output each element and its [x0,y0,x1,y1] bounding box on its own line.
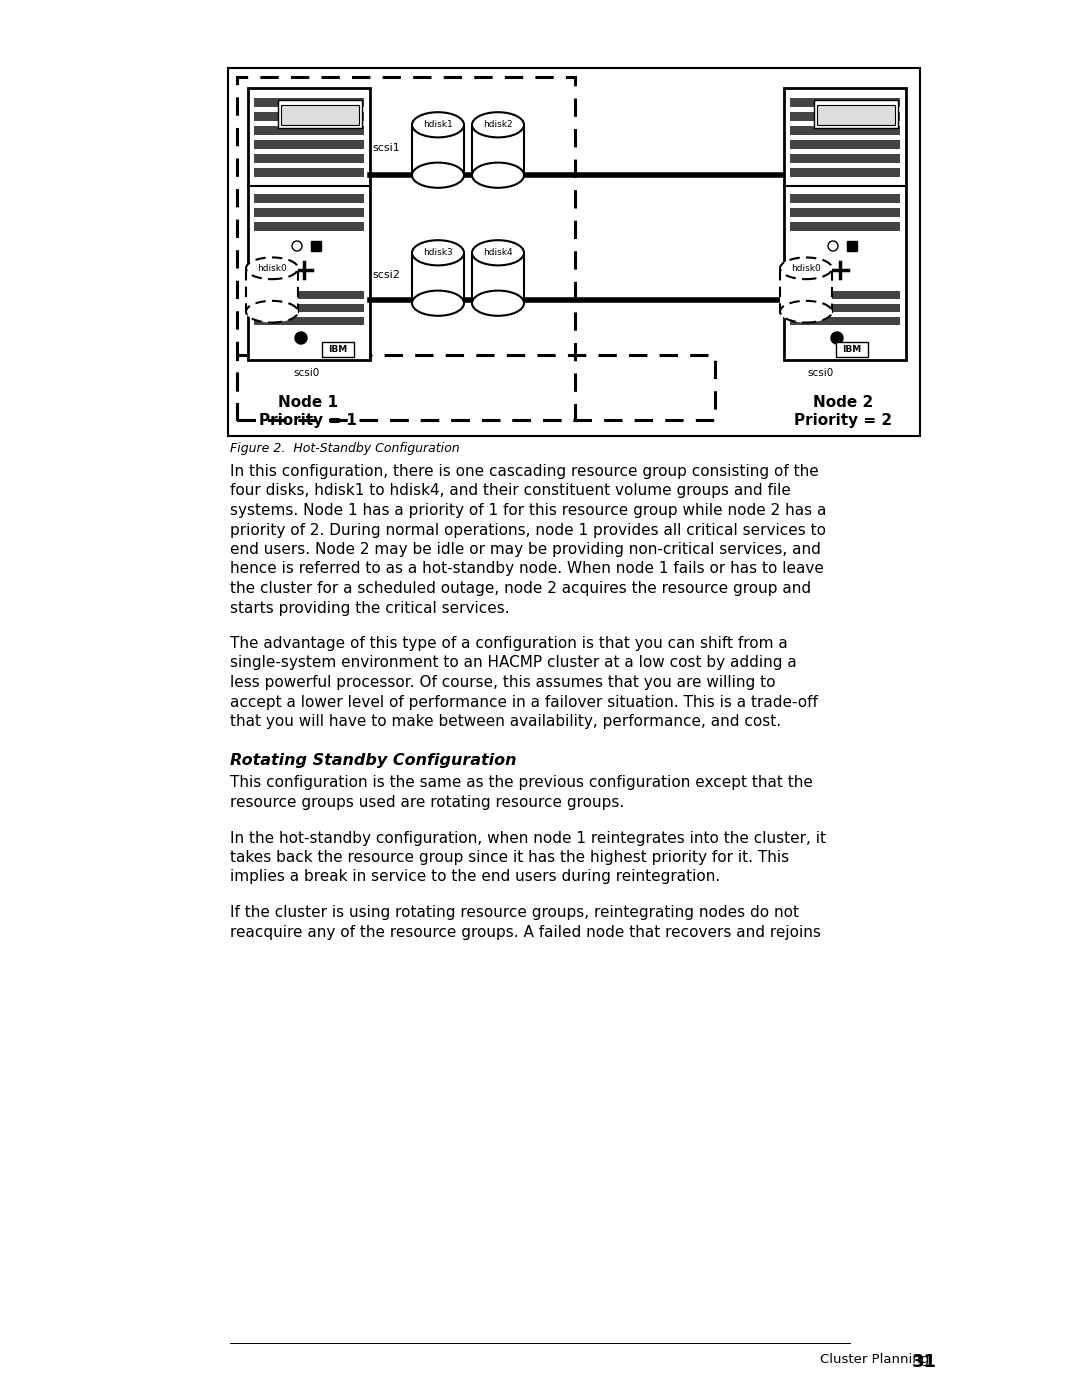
Text: Priority = 2: Priority = 2 [794,414,892,427]
Bar [789,140,900,149]
Bar [789,222,900,231]
Bar [254,140,364,149]
Bar [816,105,895,124]
Ellipse shape [780,300,832,323]
Text: Priority = 1: Priority = 1 [259,414,356,427]
Circle shape [828,242,838,251]
Ellipse shape [411,112,464,137]
Text: implies a break in service to the end users during reintegration.: implies a break in service to the end us… [230,869,720,884]
Bar [789,291,900,299]
Text: less powerful processor. Of course, this assumes that you are willing to: less powerful processor. Of course, this… [230,675,775,690]
Text: Node 1: Node 1 [278,395,338,409]
Text: scsi2: scsi2 [373,270,400,279]
Bar [254,168,364,177]
Text: 31: 31 [912,1354,937,1370]
Text: single-system environment to an HACMP cluster at a low cost by adding a: single-system environment to an HACMP cl… [230,655,797,671]
Ellipse shape [472,240,524,265]
Bar [254,291,364,299]
Bar [246,268,298,312]
Bar [789,154,900,163]
Circle shape [831,332,843,344]
Ellipse shape [411,240,464,265]
Text: priority of 2. During normal operations, node 1 provides all critical services t: priority of 2. During normal operations,… [230,522,826,538]
Bar [278,101,362,129]
Bar [789,317,900,326]
Text: IBM: IBM [842,345,862,353]
Text: resource groups used are rotating resource groups.: resource groups used are rotating resour… [230,795,624,810]
Bar [281,105,359,124]
Bar [254,98,364,108]
Text: hdisk0: hdisk0 [792,264,821,272]
Text: accept a lower level of performance in a failover situation. This is a trade-off: accept a lower level of performance in a… [230,694,818,710]
Ellipse shape [472,112,524,137]
Text: If the cluster is using rotating resource groups, reintegrating nodes do not: If the cluster is using rotating resourc… [230,905,799,921]
Text: reacquire any of the resource groups. A failed node that recovers and rejoins: reacquire any of the resource groups. A … [230,925,821,940]
Bar [311,242,321,251]
Bar [254,112,364,122]
Text: Rotating Standby Configuration: Rotating Standby Configuration [230,753,516,768]
Bar [784,88,906,360]
Text: Cluster Planning: Cluster Planning [820,1354,929,1366]
Bar [254,208,364,217]
Text: In the hot-standby configuration, when node 1 reintegrates into the cluster, it: In the hot-standby configuration, when n… [230,830,826,845]
Text: hdisk3: hdisk3 [423,249,453,257]
Text: Node 2: Node 2 [813,395,873,409]
Ellipse shape [472,162,524,187]
Text: Figure 2.  Hot-Standby Configuration: Figure 2. Hot-Standby Configuration [230,441,460,455]
Bar [780,268,832,312]
Bar [248,88,370,360]
Bar [237,77,575,420]
Text: four disks, hdisk1 to hdisk4, and their constituent volume groups and file: four disks, hdisk1 to hdisk4, and their … [230,483,791,499]
Bar [237,355,715,420]
Bar [789,98,900,108]
Bar [789,126,900,136]
Bar [411,124,464,175]
Text: IBM: IBM [328,345,348,353]
Ellipse shape [472,291,524,316]
Bar [847,242,858,251]
Circle shape [292,242,302,251]
Bar [254,305,364,312]
Text: end users. Node 2 may be idle or may be providing non-critical services, and: end users. Node 2 may be idle or may be … [230,542,821,557]
Bar [254,194,364,203]
Text: In this configuration, there is one cascading resource group consisting of the: In this configuration, there is one casc… [230,464,819,479]
Ellipse shape [411,291,464,316]
Text: hdisk1: hdisk1 [423,120,453,130]
Bar [228,68,920,436]
Bar [789,208,900,217]
Circle shape [295,332,307,344]
Ellipse shape [246,257,298,279]
Bar [789,168,900,177]
Bar [789,305,900,312]
Text: takes back the resource group since it has the highest priority for it. This: takes back the resource group since it h… [230,849,789,865]
Text: systems. Node 1 has a priority of 1 for this resource group while node 2 has a: systems. Node 1 has a priority of 1 for … [230,503,826,518]
Text: starts providing the critical services.: starts providing the critical services. [230,601,510,616]
Text: that you will have to make between availability, performance, and cost.: that you will have to make between avail… [230,714,781,729]
Bar [322,342,354,358]
Text: hdisk2: hdisk2 [483,120,513,130]
Bar [814,101,897,129]
Ellipse shape [780,257,832,279]
Text: The advantage of this type of a configuration is that you can shift from a: The advantage of this type of a configur… [230,636,787,651]
Bar [472,253,524,303]
Text: scsi1: scsi1 [373,142,400,154]
Text: the cluster for a scheduled outage, node 2 acquires the resource group and: the cluster for a scheduled outage, node… [230,581,811,597]
Bar [789,112,900,122]
Text: scsi0: scsi0 [294,367,320,379]
Bar [254,222,364,231]
Text: This configuration is the same as the previous configuration except that the: This configuration is the same as the pr… [230,775,813,791]
Text: hdisk0: hdisk0 [257,264,287,272]
Text: hdisk4: hdisk4 [483,249,513,257]
Ellipse shape [411,162,464,187]
Bar [254,154,364,163]
Text: hence is referred to as a hot-standby node. When node 1 fails or has to leave: hence is referred to as a hot-standby no… [230,562,824,577]
Bar [254,317,364,326]
Text: scsi0: scsi0 [808,367,834,379]
Bar [254,126,364,136]
Ellipse shape [246,300,298,323]
Bar [411,253,464,303]
Bar [472,124,524,175]
Bar [789,194,900,203]
Bar [836,342,868,358]
